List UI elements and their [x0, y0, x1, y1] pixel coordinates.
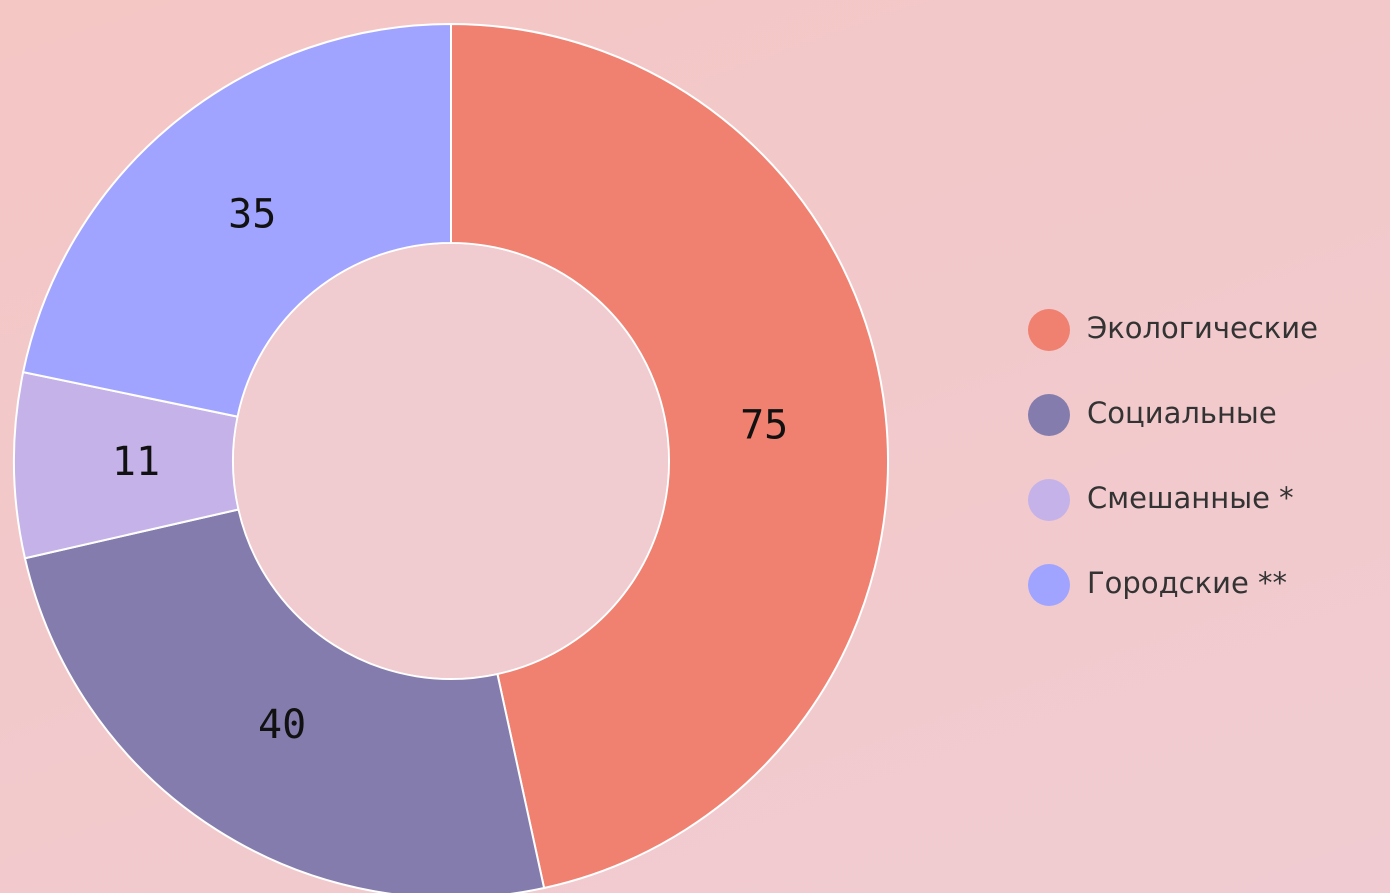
legend-label: Смешанные *	[1087, 481, 1294, 515]
donut-hole	[234, 244, 668, 678]
value-label: 35	[228, 192, 276, 238]
legend-label: Социальные	[1087, 396, 1277, 430]
value-label: 75	[740, 402, 788, 448]
legend-swatch	[1028, 479, 1070, 521]
legend-label: Городские **	[1087, 566, 1287, 600]
legend-label: Экологические	[1087, 311, 1318, 345]
donut-slice	[21, 22, 452, 418]
donut-slice	[23, 508, 546, 893]
donut-slice	[450, 22, 889, 890]
legend-swatch	[1028, 394, 1070, 436]
value-label: 11	[112, 439, 160, 485]
legend-swatch	[1028, 309, 1070, 351]
value-label: 40	[258, 702, 306, 748]
legend-swatch	[1028, 564, 1070, 606]
